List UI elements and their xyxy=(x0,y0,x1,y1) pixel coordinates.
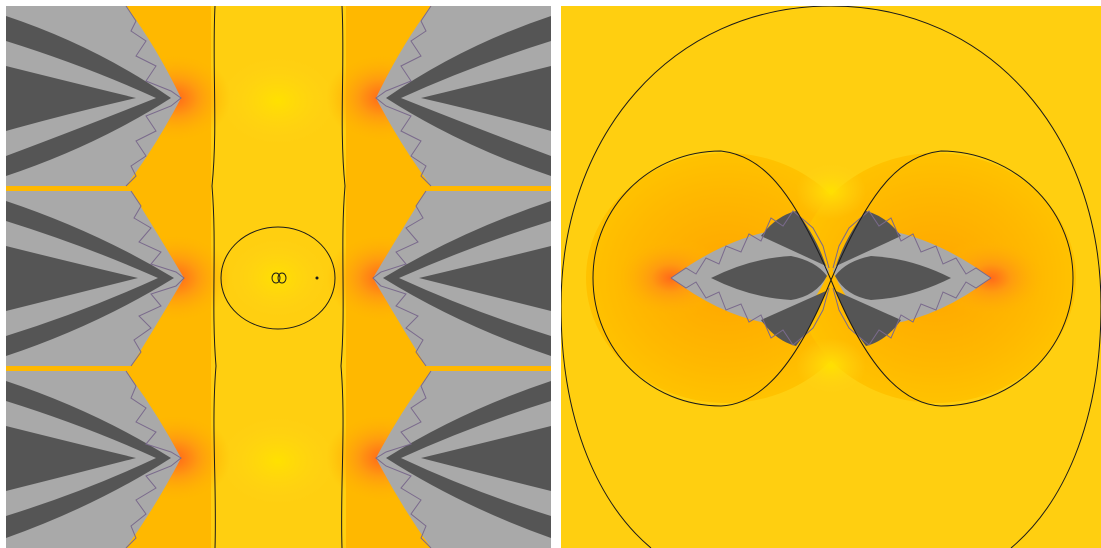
contour-lines xyxy=(211,6,346,548)
pale-blob xyxy=(218,56,338,146)
fractal-fringe xyxy=(125,6,432,548)
right-fractal-canvas xyxy=(561,6,1101,548)
pale-blob xyxy=(796,338,866,394)
pale-blob xyxy=(796,163,866,219)
central-fractal xyxy=(671,211,991,346)
right-fractal-fans xyxy=(373,6,551,548)
contour-small-loop xyxy=(271,272,281,284)
left-panel xyxy=(6,6,551,548)
contour-right xyxy=(340,6,346,548)
central-fringe xyxy=(670,210,992,346)
left-fractal-canvas xyxy=(6,6,551,548)
center-dot xyxy=(315,276,319,280)
contour-lobe-right xyxy=(830,150,1074,407)
right-panel xyxy=(561,6,1101,548)
contour-lines xyxy=(561,6,1101,548)
contour-center-loop xyxy=(220,226,336,330)
left-fractal-fans xyxy=(6,6,184,548)
contour-small-loop xyxy=(277,272,287,284)
contour-lobe-left xyxy=(592,150,832,407)
contour-left xyxy=(211,6,217,548)
contour-outer-lower-left xyxy=(561,305,652,548)
pale-blob xyxy=(218,416,338,506)
contour-outer xyxy=(561,6,1101,548)
